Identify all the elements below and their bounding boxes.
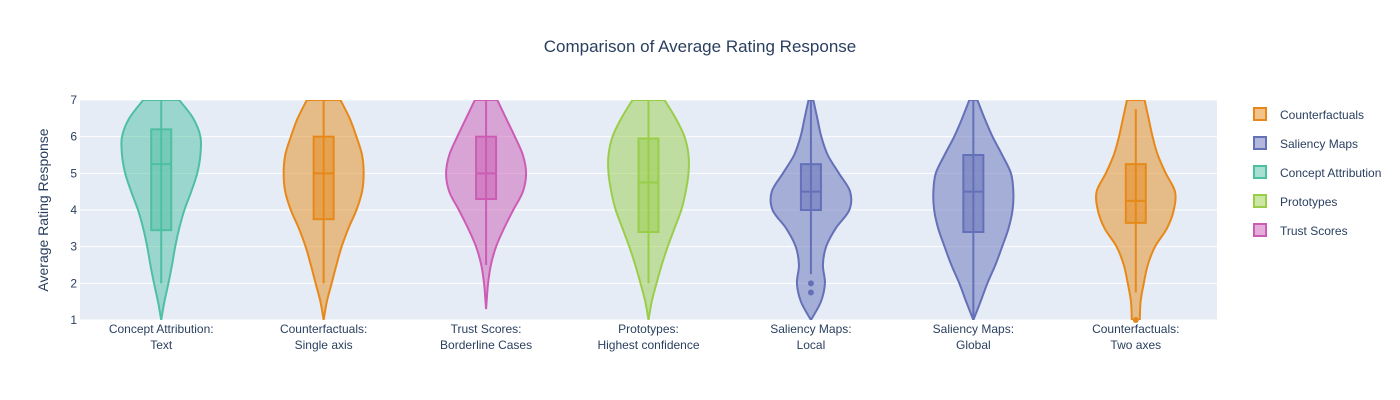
violin-box xyxy=(962,154,985,233)
legend-swatch xyxy=(1253,136,1267,150)
violin-prototypes[interactable] xyxy=(607,100,690,320)
x-tick-label: Borderline Cases xyxy=(440,338,532,352)
violin-box xyxy=(637,137,660,233)
x-tick-label: Saliency Maps: xyxy=(770,322,851,336)
y-tick-label: 5 xyxy=(70,166,77,180)
violin-box xyxy=(312,135,335,221)
x-tick-label: Trust Scores: xyxy=(451,322,522,336)
legend-swatch xyxy=(1253,223,1267,237)
y-axis-title: Average Rating Response xyxy=(35,128,51,291)
legend-item[interactable]: Trust Scores xyxy=(1253,223,1348,238)
violin-box xyxy=(1124,163,1147,224)
legend-item[interactable]: Counterfactuals xyxy=(1253,107,1364,122)
x-tick-label: Local xyxy=(797,338,826,352)
x-tick-label: Prototypes: xyxy=(618,322,679,336)
violins xyxy=(120,100,1177,323)
chart-title: Comparison of Average Rating Response xyxy=(544,37,856,56)
legend-swatch xyxy=(1253,194,1267,208)
x-tick-label: Highest confidence xyxy=(597,338,699,352)
y-tick-label: 6 xyxy=(70,130,77,144)
y-axis-ticks: 1 2 3 4 5 6 7 xyxy=(70,93,77,327)
x-tick-label: Concept Attribution: xyxy=(109,322,214,336)
violin-box xyxy=(799,163,822,212)
x-tick-label: Text xyxy=(150,338,173,352)
y-tick-label: 3 xyxy=(70,240,77,254)
violin-box xyxy=(475,135,498,201)
violin-saliency-maps[interactable] xyxy=(932,100,1015,320)
y-tick-label: 4 xyxy=(70,203,77,217)
legend-item[interactable]: Prototypes xyxy=(1253,194,1337,209)
x-tick-label: Two axes xyxy=(1110,338,1161,352)
violin-saliency-maps[interactable] xyxy=(769,100,853,320)
y-tick-label: 7 xyxy=(70,93,77,107)
legend-label: Trust Scores xyxy=(1280,224,1348,238)
outlier-point xyxy=(807,289,814,296)
violin-trust-scores[interactable] xyxy=(445,100,528,310)
violin-box xyxy=(150,128,173,232)
x-tick-label: Counterfactuals: xyxy=(280,322,367,336)
legend[interactable]: Counterfactuals Saliency Maps Concept Attr… xyxy=(1253,107,1381,238)
legend-label: Prototypes xyxy=(1280,195,1337,209)
legend-item[interactable]: Concept Attribution xyxy=(1253,165,1381,180)
legend-swatch xyxy=(1253,165,1267,179)
legend-label: Concept Attribution xyxy=(1280,166,1381,180)
x-tick-label: Counterfactuals: xyxy=(1092,322,1179,336)
y-tick-label: 1 xyxy=(70,313,77,327)
violin-concept-attribution[interactable] xyxy=(120,100,203,320)
x-tick-label: Saliency Maps: xyxy=(933,322,1014,336)
legend-item[interactable]: Saliency Maps xyxy=(1253,136,1358,151)
legend-label: Saliency Maps xyxy=(1280,137,1358,151)
violin-counterfactuals[interactable] xyxy=(1095,100,1177,323)
x-tick-label: Single axis xyxy=(295,338,353,352)
y-tick-label: 2 xyxy=(70,276,77,290)
x-tick-label: Global xyxy=(956,338,991,352)
legend-swatch xyxy=(1253,107,1267,121)
outlier-point xyxy=(1132,317,1139,323)
violin-counterfactuals[interactable] xyxy=(282,100,365,320)
x-axis-ticks: Concept Attribution: Text Counterfactuals:… xyxy=(109,322,1180,352)
outlier-point xyxy=(807,280,814,287)
legend-label: Counterfactuals xyxy=(1280,108,1364,122)
